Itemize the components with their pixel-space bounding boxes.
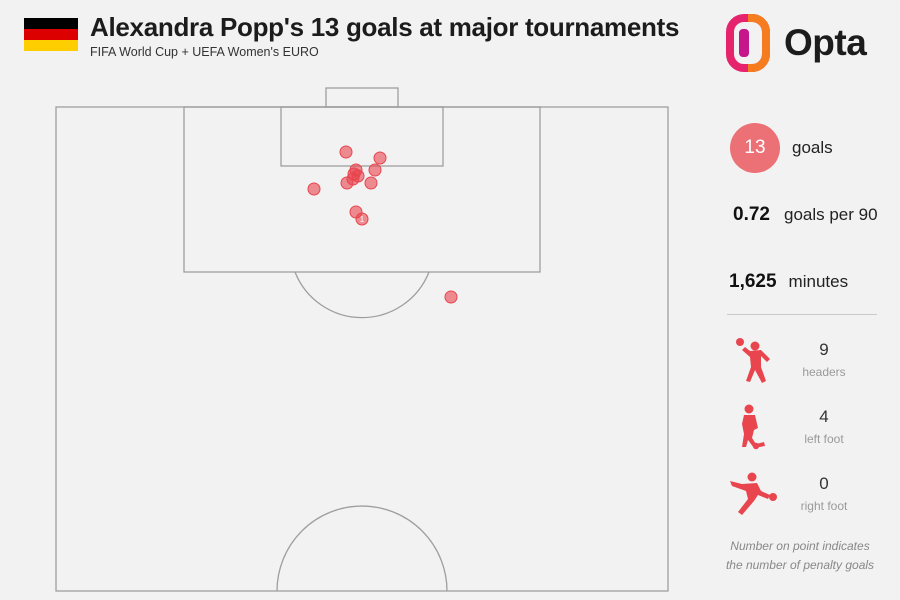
header-icon [736,338,770,383]
right-foot-count: 0 [819,474,829,493]
shot-point [347,167,361,181]
goal [325,87,399,108]
headers-label: headers [802,365,846,379]
shot-point [339,145,353,159]
penalty-area [183,106,541,273]
flag-stripe-red [24,29,78,40]
shot-points: 1 [307,145,458,304]
chart-subtitle: FIFA World Cup + UEFA Women's EURO [90,45,319,59]
six-yard-box [280,106,444,167]
left-foot-label: left foot [804,432,844,446]
right-foot-icon [730,472,777,515]
opta-logo: Opta [726,14,876,74]
shot-point [340,176,354,190]
shot-point [364,176,378,190]
minutes-value: 1,625 [729,271,777,292]
pitch-lines [55,87,669,592]
shot-point [444,290,458,304]
minutes-label: minutes [788,272,849,291]
headers-stat: 9 headers [728,337,884,397]
germany-flag-icon [24,18,78,51]
chart-title: Alexandra Popp's 13 goals at major tourn… [90,12,680,42]
flag-stripe-black [24,18,78,29]
penalty-note-line-2: the number of penalty goals [725,558,875,572]
shot-point [307,182,321,196]
opta-logo-icon [726,14,770,72]
goals-label: goals [792,138,833,157]
penalty-note: Number on point indicates the number of … [705,537,895,575]
shot-point [373,151,387,165]
goals-stat: 13 goals [730,123,833,173]
headers-count: 9 [819,340,829,359]
goals-count-badge: 13 [730,123,780,173]
shot-point [355,212,369,226]
opta-logo-text: Opta [784,22,867,63]
penalty-note-line-1: Number on point indicates [730,539,870,553]
center-circle [276,505,448,592]
right-foot-stat: 0 right foot [728,471,884,531]
left-foot-stat: 4 left foot [728,404,884,464]
stats-divider [727,314,877,315]
goals-per-90-value: 0.72 [733,204,770,225]
left-foot-icon [742,404,765,450]
penalty-count-label: 1 [360,215,365,224]
goals-per-90-stat: 0.72 goals per 90 [733,204,878,226]
penalty-arc [294,271,430,319]
goals-per-90-label: goals per 90 [783,205,878,224]
left-foot-count: 4 [819,407,829,426]
shot-point [368,163,382,177]
minutes-stat: 1,625 minutes [729,271,848,293]
right-foot-label: right foot [800,499,848,513]
flag-stripe-gold [24,40,78,51]
